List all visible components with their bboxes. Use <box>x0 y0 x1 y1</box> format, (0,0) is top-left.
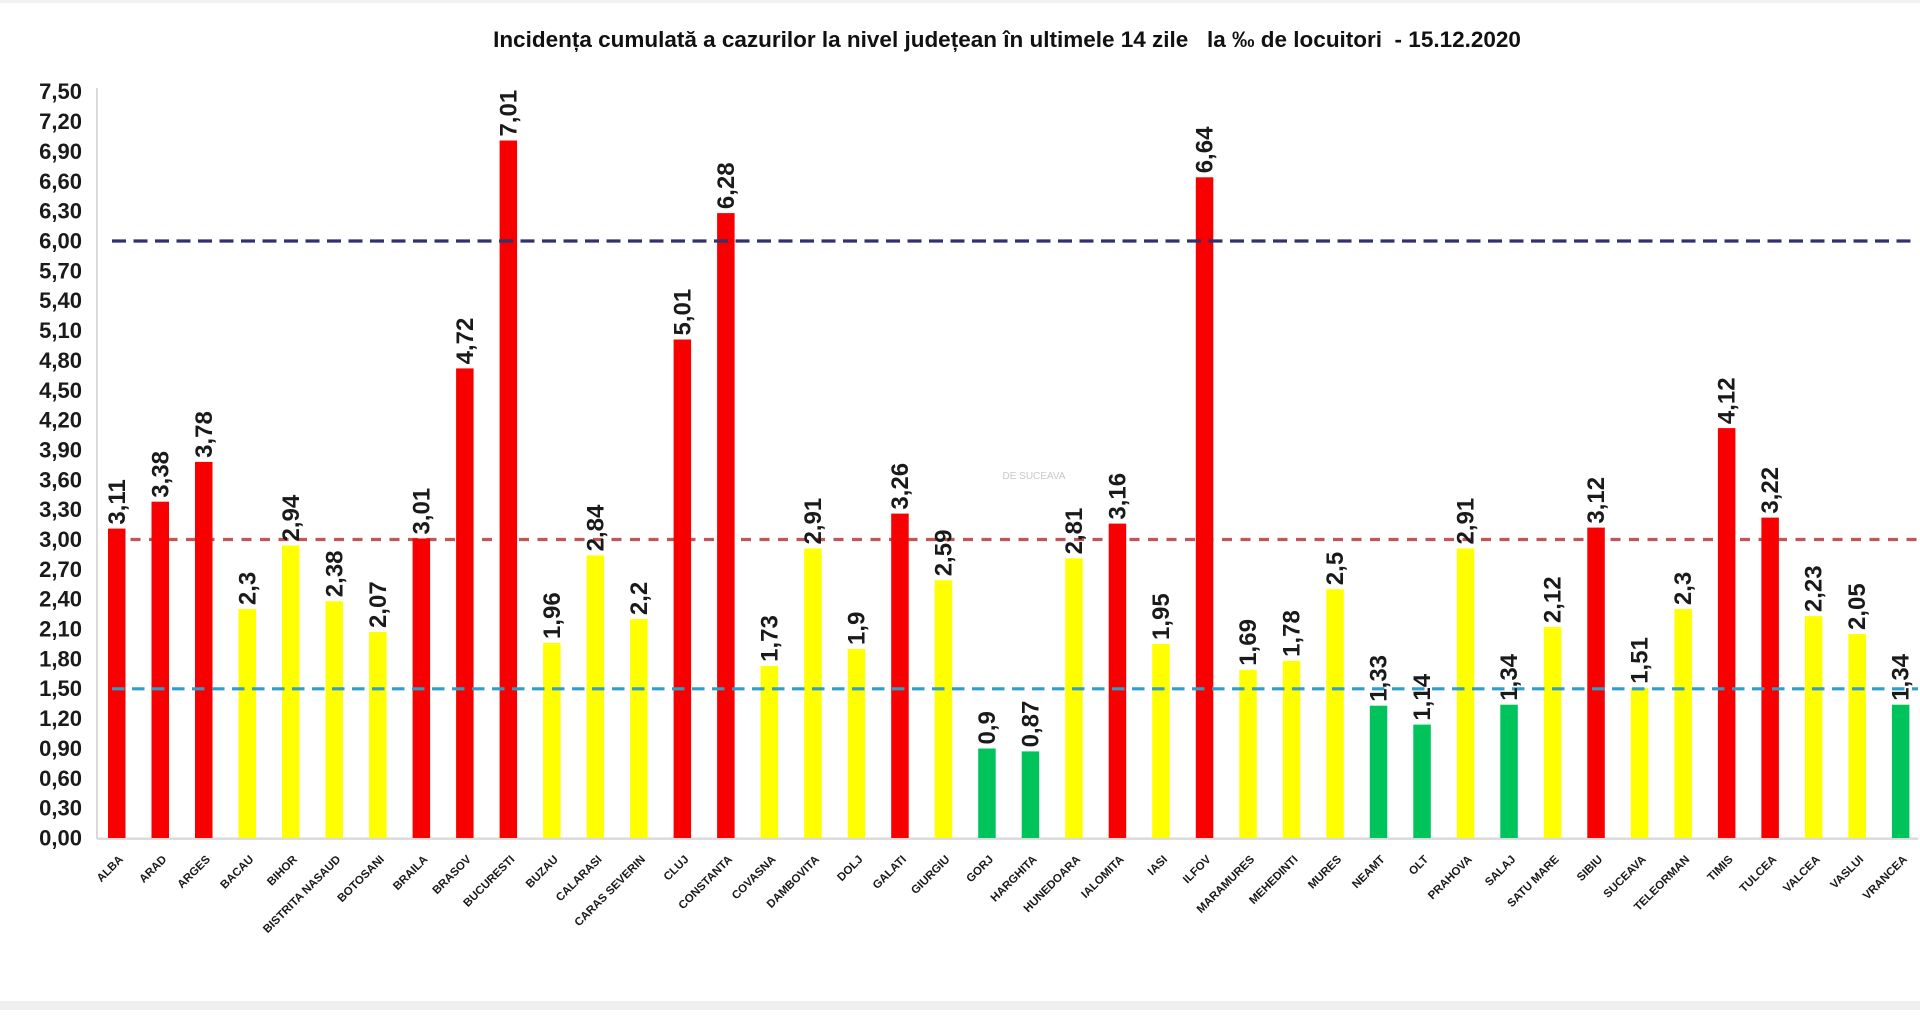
svg-text:1,78: 1,78 <box>1279 610 1306 657</box>
svg-text:1,96: 1,96 <box>539 592 566 639</box>
svg-text:DE SUCEAVA: DE SUCEAVA <box>1003 471 1066 482</box>
svg-text:3,78: 3,78 <box>191 411 218 458</box>
svg-text:1,95: 1,95 <box>1148 593 1175 640</box>
svg-text:2,05: 2,05 <box>1844 583 1871 630</box>
svg-text:2,91: 2,91 <box>1453 498 1480 545</box>
svg-text:5,10: 5,10 <box>39 318 82 343</box>
svg-text:1,9: 1,9 <box>843 612 870 645</box>
svg-text:6,60: 6,60 <box>39 169 82 194</box>
svg-text:7,50: 7,50 <box>39 79 82 104</box>
svg-text:3,30: 3,30 <box>39 497 82 522</box>
svg-text:6,28: 6,28 <box>713 162 740 209</box>
svg-text:3,01: 3,01 <box>408 488 435 535</box>
svg-text:2,07: 2,07 <box>365 581 392 628</box>
svg-text:3,38: 3,38 <box>147 451 174 498</box>
svg-text:1,33: 1,33 <box>1366 655 1393 702</box>
svg-text:1,50: 1,50 <box>39 676 82 701</box>
svg-text:3,11: 3,11 <box>104 479 131 524</box>
svg-text:1,73: 1,73 <box>756 615 783 662</box>
svg-text:Incidența cumulată a cazurilor: Incidența cumulată a cazurilor la nivel … <box>493 27 1521 52</box>
svg-text:1,34: 1,34 <box>1888 653 1915 700</box>
svg-text:6,30: 6,30 <box>39 199 82 224</box>
svg-text:3,12: 3,12 <box>1583 477 1610 524</box>
svg-text:2,12: 2,12 <box>1540 576 1567 623</box>
svg-text:5,70: 5,70 <box>39 258 82 283</box>
svg-text:2,2: 2,2 <box>626 582 653 615</box>
svg-text:4,80: 4,80 <box>39 348 82 373</box>
svg-text:2,3: 2,3 <box>234 572 261 605</box>
svg-text:0,9: 0,9 <box>974 711 1001 744</box>
svg-text:0,30: 0,30 <box>39 796 82 821</box>
svg-text:1,69: 1,69 <box>1235 619 1262 666</box>
svg-text:3,00: 3,00 <box>39 527 82 552</box>
svg-text:4,72: 4,72 <box>452 318 479 365</box>
svg-text:1,80: 1,80 <box>39 646 82 671</box>
svg-text:3,60: 3,60 <box>39 467 82 492</box>
svg-text:3,16: 3,16 <box>1105 473 1132 520</box>
svg-text:3,90: 3,90 <box>39 437 82 462</box>
svg-text:1,51: 1,51 <box>1627 637 1654 684</box>
svg-text:2,84: 2,84 <box>582 504 609 551</box>
svg-text:0,00: 0,00 <box>39 826 82 851</box>
svg-text:2,91: 2,91 <box>800 498 827 545</box>
svg-text:1,14: 1,14 <box>1409 673 1436 720</box>
svg-text:0,60: 0,60 <box>39 766 82 791</box>
svg-text:6,90: 6,90 <box>39 139 82 164</box>
svg-text:2,23: 2,23 <box>1801 565 1828 612</box>
svg-text:2,81: 2,81 <box>1061 508 1088 555</box>
svg-text:2,94: 2,94 <box>278 494 305 541</box>
svg-text:4,50: 4,50 <box>39 378 82 403</box>
svg-text:2,70: 2,70 <box>39 557 82 582</box>
svg-text:0,90: 0,90 <box>39 736 82 761</box>
svg-text:4,20: 4,20 <box>39 408 82 433</box>
svg-text:3,22: 3,22 <box>1757 467 1784 514</box>
svg-text:1,20: 1,20 <box>39 706 82 731</box>
svg-text:7,01: 7,01 <box>495 90 522 137</box>
svg-text:2,59: 2,59 <box>930 530 957 577</box>
svg-text:1,34: 1,34 <box>1496 653 1523 700</box>
svg-text:6,64: 6,64 <box>1192 126 1219 173</box>
svg-text:5,01: 5,01 <box>669 289 696 336</box>
svg-text:2,3: 2,3 <box>1670 572 1697 605</box>
svg-text:2,40: 2,40 <box>39 587 82 612</box>
svg-text:2,38: 2,38 <box>321 550 348 597</box>
svg-text:2,5: 2,5 <box>1322 552 1349 585</box>
svg-text:2,10: 2,10 <box>39 617 82 642</box>
svg-text:4,12: 4,12 <box>1714 377 1741 424</box>
svg-text:5,40: 5,40 <box>39 288 82 313</box>
svg-text:7,20: 7,20 <box>39 109 82 134</box>
svg-text:0,87: 0,87 <box>1018 701 1045 748</box>
svg-text:3,26: 3,26 <box>887 463 914 510</box>
svg-text:6,00: 6,00 <box>39 229 82 254</box>
